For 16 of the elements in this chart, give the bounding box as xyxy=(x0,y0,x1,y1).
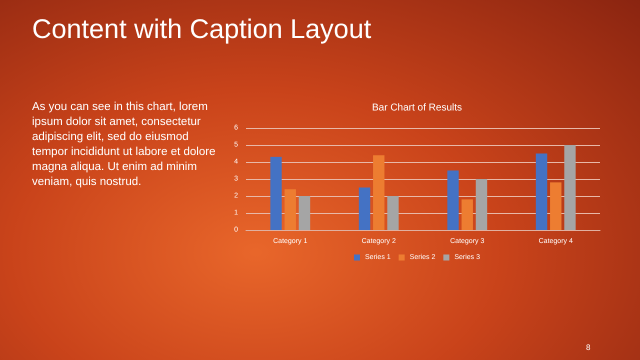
bar xyxy=(284,189,296,230)
bar xyxy=(564,145,576,230)
bar xyxy=(358,188,370,230)
bar xyxy=(270,156,282,230)
text: As you can see in this chart, lorem ipsum dolor sit amet, consectetur adipiscing elit, sed do eiusmod tempor incididunt ut labore et dolore magna aliqua. Ut enim ad minim veniam, quis nostrud. xyxy=(32,100,216,190)
bar xyxy=(476,179,488,230)
bar xyxy=(462,199,473,230)
bar xyxy=(550,182,562,230)
text: Content with Caption Layout xyxy=(32,14,372,45)
bar xyxy=(447,170,459,230)
bar xyxy=(373,155,384,230)
bar xyxy=(298,196,310,230)
bar xyxy=(387,196,399,230)
chart-title: Bar Chart of Results xyxy=(372,102,462,114)
text: 8 xyxy=(586,343,590,352)
bar xyxy=(536,154,548,230)
